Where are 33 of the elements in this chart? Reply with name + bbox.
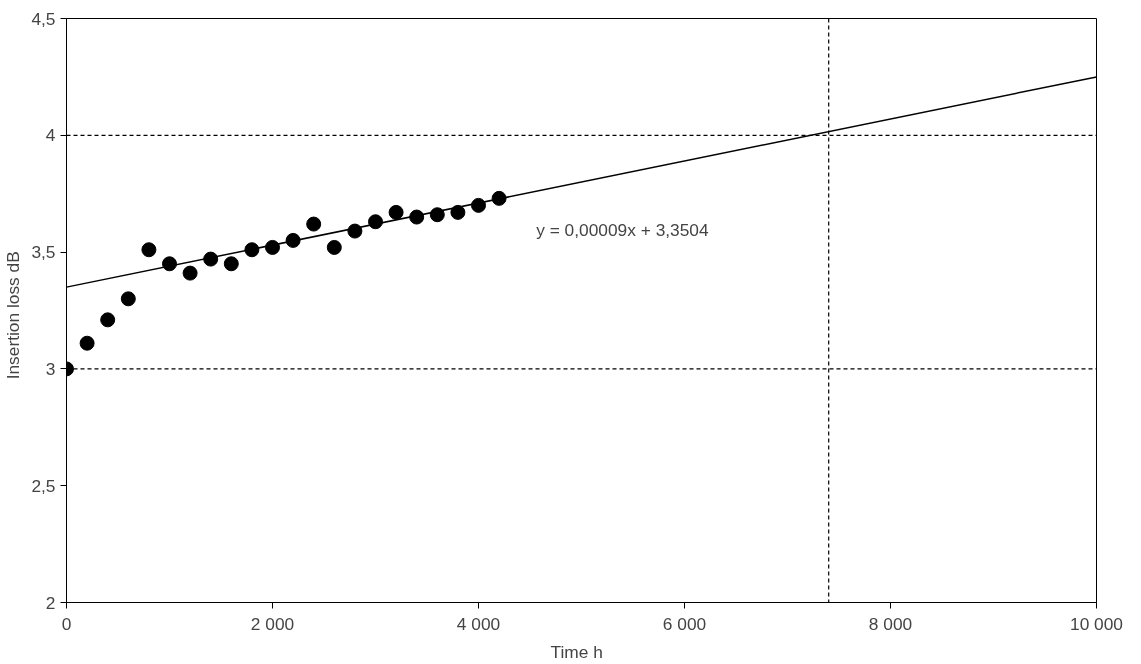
y-tick-label: 3,5 (31, 242, 56, 263)
point (223, 256, 239, 272)
point (471, 197, 486, 213)
point (409, 209, 425, 225)
x-tick-label: 2 000 (250, 613, 295, 634)
x-tick-label: 10 000 (1070, 613, 1123, 634)
point (429, 207, 445, 223)
x-tick-label: 8 000 (868, 613, 913, 634)
x-axis-title: Time h (550, 641, 603, 662)
y-axis-title: Insertion loss dB (3, 251, 24, 380)
point (285, 232, 301, 248)
point (368, 214, 383, 230)
point (141, 242, 157, 258)
y-tick-label: 2 (45, 592, 56, 613)
point (100, 312, 116, 328)
point (326, 239, 342, 255)
point (182, 265, 198, 281)
y-tick-label: 2,5 (31, 475, 56, 496)
y-tick-label: 4,5 (31, 8, 56, 29)
point (306, 216, 322, 232)
point (388, 204, 404, 220)
point (265, 239, 280, 255)
annotation: y = 0,00009x + 3,3504 (536, 220, 709, 241)
point (162, 256, 177, 272)
point (79, 335, 95, 351)
x-tick-label: 4 000 (456, 613, 501, 634)
x-tick-label: 6 000 (662, 613, 707, 634)
point (491, 190, 507, 206)
y-tick-label: 4 (45, 125, 56, 146)
point (120, 291, 136, 307)
x-tick-label: 0 (61, 613, 72, 634)
point (450, 204, 466, 220)
y-tick-label: 3 (45, 358, 56, 379)
